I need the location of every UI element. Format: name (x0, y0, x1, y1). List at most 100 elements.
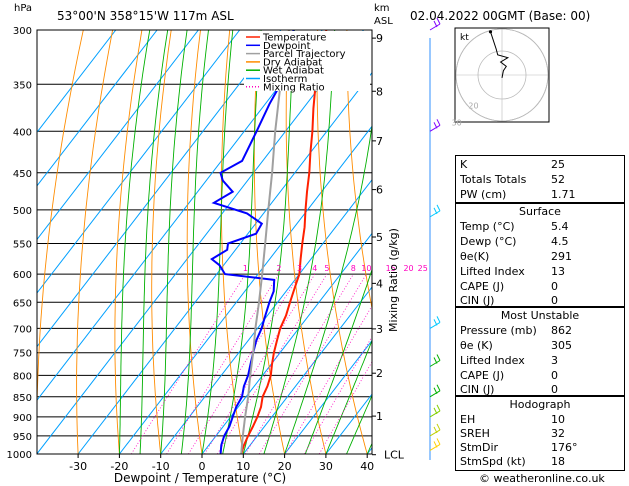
surface-key: Dewp (°C) (460, 235, 517, 248)
height-tick-label: 7 (376, 135, 383, 148)
wet-adiabat-line (139, 30, 169, 454)
x-tick-label: -20 (110, 460, 128, 473)
isotherm-line (37, 30, 199, 241)
index-key: PW (cm) (460, 188, 507, 201)
legend-label: Wet Adiabat (263, 66, 324, 77)
unstable-key: CAPE (J) (460, 369, 505, 382)
hodograph-ring-label: 20 (468, 102, 478, 111)
wet-adiabat-line (346, 394, 372, 454)
legend-label: Parcel Trajectory (263, 49, 346, 60)
wind-barb (429, 438, 441, 451)
height-tick-label: 4 (376, 277, 383, 290)
legend-label: Dewpoint (263, 41, 311, 52)
pressure-tick-label: 750 (13, 349, 32, 360)
height-tick-label: 1 (376, 410, 383, 423)
wet-adiabat-line (201, 30, 234, 454)
surface-key: CAPE (J) (460, 280, 505, 293)
isotherm-line (201, 232, 372, 454)
legend-label: Dry Adiabat (263, 57, 322, 68)
dry-adiabat-line (220, 30, 244, 454)
most-unstable-table: Most Unstable Pressure (mb) 862 θe (K) 305… (455, 306, 625, 397)
hodograph-value: 176° (551, 441, 578, 454)
surface-table: Surface Temp (°C) 5.4 Dewp (°C) 4.5 θe(K) 2… (455, 202, 625, 308)
surface-key: θe(K) (460, 250, 490, 263)
wind-barb (429, 404, 441, 418)
hodograph-title: Hodograph (509, 398, 571, 411)
height-tick-label: 9 (376, 32, 383, 45)
wet-adiabat-line (242, 30, 295, 454)
surface-key: Lifted Index (460, 265, 525, 278)
surface-value: 4.5 (551, 235, 569, 248)
dry-adiabat-line (37, 30, 84, 454)
plot-frame (36, 29, 373, 455)
dry-adiabat-line (285, 30, 327, 454)
legend-label: Temperature (262, 33, 326, 44)
legend-label: Isotherm (263, 74, 307, 85)
valid-datetime: 02.04.2022 00GMT (Base: 00) (410, 9, 591, 23)
x-axis-title: Dewpoint / Temperature (°C) (114, 471, 286, 485)
unstable-value: 0 (551, 369, 558, 382)
unstable-value: 0 (551, 383, 558, 396)
credit-text: © weatheronline.co.uk (479, 472, 605, 485)
indices-table: K 25 Totals Totals 52 PW (cm) 1.71 (455, 155, 625, 204)
dry-adiabat-line (76, 30, 114, 454)
x-tick-label: 10 (236, 460, 250, 473)
isotherm-line (284, 339, 372, 454)
pressure-tick-label: 650 (13, 298, 32, 309)
mixing-ratio-label: 2 (276, 264, 281, 273)
mixing-ratio-label: 25 (418, 264, 428, 273)
mixing-ratio-axis-title: Mixing Ratio (g/kg) (387, 228, 400, 332)
dewpoint-line (210, 30, 295, 454)
hodograph-point (488, 30, 493, 34)
unstable-key: CIN (J) (460, 383, 495, 396)
index-key: K (460, 158, 468, 171)
mixing-ratio-label: 5 (324, 264, 329, 273)
hodograph-unit-label: kt (460, 33, 469, 43)
hodograph-trace (490, 31, 510, 78)
mixing-ratio-line (318, 360, 372, 454)
height-unit-asl: ASL (374, 16, 393, 27)
pressure-tick-label: 1000 (7, 450, 32, 461)
isotherm-line (77, 71, 372, 454)
surface-key: CIN (J) (460, 294, 495, 307)
height-tick-label: 5 (376, 231, 383, 244)
legend-box (244, 31, 370, 91)
wet-adiabat-line (304, 268, 372, 454)
isotherm-line (37, 30, 323, 401)
pressure-tick-label: 800 (13, 371, 32, 382)
height-tick-label: LCL (384, 449, 405, 462)
height-unit-label: km (374, 3, 390, 14)
isotherm-line (37, 30, 117, 134)
wet-adiabat-line (284, 122, 372, 454)
wind-barb (429, 354, 441, 367)
mixing-ratio-label: 3 (297, 264, 302, 273)
surface-value: 291 (551, 250, 572, 263)
index-key: Totals Totals (460, 173, 527, 186)
height-tick-label: 3 (376, 323, 383, 336)
dry-adiabat-line (114, 30, 143, 454)
isotherm-line (119, 125, 372, 454)
most-unstable-title: Most Unstable (500, 309, 580, 322)
index-value: 1.71 (551, 188, 576, 201)
hodograph-value: 32 (551, 427, 565, 440)
mixing-ratio-line (303, 335, 372, 454)
wind-barb (429, 423, 441, 437)
wet-adiabat-line (263, 30, 336, 454)
pressure-tick-label: 550 (13, 239, 32, 250)
surface-value: 0 (551, 294, 558, 307)
x-tick-label: -10 (152, 460, 170, 473)
index-value: 52 (551, 173, 565, 186)
isotherm-line (37, 30, 241, 294)
mixing-ratio-label: 10 (361, 264, 371, 273)
dry-adiabat-line (316, 30, 368, 454)
station-location: 53°00'N 358°15'W 117m ASL (57, 9, 234, 23)
wet-adiabat-line (118, 30, 151, 454)
hodograph-key: EH (460, 413, 476, 426)
dry-adiabat-line (151, 30, 172, 454)
x-tick-label: 40 (360, 460, 374, 473)
mixing-ratio-label: 20 (403, 264, 413, 273)
unstable-value: 3 (551, 354, 558, 367)
surface-value: 5.4 (551, 220, 569, 233)
wind-barb (429, 17, 441, 31)
wind-barb (429, 119, 441, 132)
